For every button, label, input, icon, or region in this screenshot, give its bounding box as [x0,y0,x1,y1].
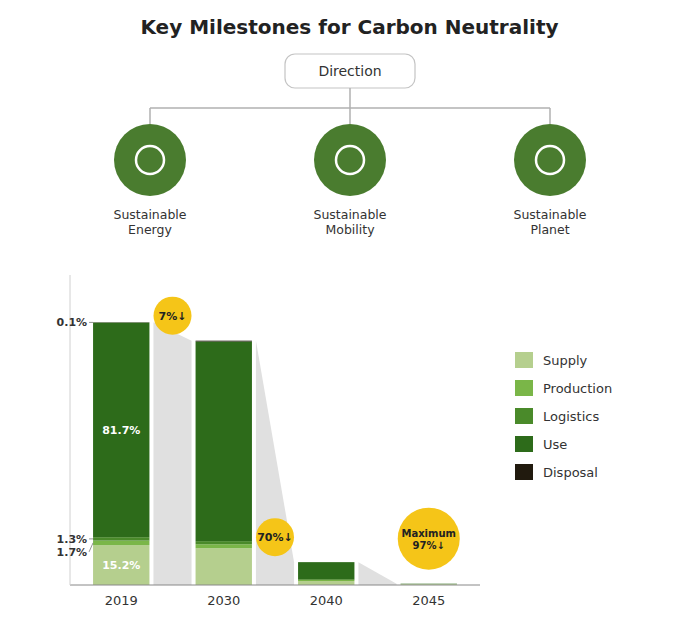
data-label: 0.1% [57,316,88,329]
text-line: Maximum [401,528,456,539]
bar-segment [196,548,252,585]
bar-segment [93,545,149,585]
annotation: SustainableMobility [313,207,386,237]
annotation: SustainableEnergy [113,207,186,237]
annotation: 7%↓ [159,310,187,323]
text-line: Sustainable [313,207,386,222]
x-axis-line [70,585,480,586]
legend-label: Use [543,437,567,452]
node-circle [514,124,586,196]
direction-box [285,54,415,88]
annotation: SustainablePlanet [513,207,586,237]
diagram: DirectionSustainableEnergySustainableMob… [113,54,586,237]
connector-line [149,108,151,124]
legend-swatch [515,408,533,424]
label-leader [89,322,93,323]
node-icon [336,146,364,174]
legend-swatch [515,436,533,452]
data-label: 1.3% [57,533,88,546]
text-line: Sustainable [113,207,186,222]
label-leader [89,538,93,539]
node-icon [536,146,564,174]
annotation: 70%↓ [257,531,293,544]
connector [358,562,396,585]
legend-swatch [515,380,533,396]
connector-line [349,88,351,108]
data-label: 15.2% [102,559,140,572]
x-tick-label: 2040 [310,593,343,608]
bar-segment [196,541,252,544]
x-tick-label: 2019 [105,593,138,608]
data-label: 81.7% [102,424,140,437]
data-label: 1.7% [57,546,88,559]
legend-swatch [515,352,533,368]
bar-segment [196,341,252,541]
text-line: Direction [318,63,381,79]
bar-segment [93,541,149,545]
node-circle [114,124,186,196]
legend-label: Supply [543,353,588,368]
bar-segment [298,562,354,579]
bar-segment [401,583,457,584]
bar-segment [298,580,354,581]
x-tick-label: 2030 [207,593,240,608]
annotation: Direction [318,63,381,79]
connector [256,341,294,585]
legend-swatch [515,464,533,480]
bar-segment [93,323,149,538]
badge [398,508,460,570]
badges: 7%↓ 70%↓ Maximum97%↓ [154,297,460,570]
title: Key Milestones for Carbon Neutrality [140,15,558,39]
bar-segment [196,340,252,342]
connector-line [549,108,551,124]
label-leader [89,543,93,552]
text-line: Energy [128,222,172,237]
text-line: Sustainable [513,207,586,222]
chart: Key Milestones for Carbon Neutrality Dire… [0,0,699,636]
text-line: Mobility [325,222,375,237]
node-icon [136,146,164,174]
legend: Supply Production Logistics Use Disposal [515,352,612,480]
bar-segment [93,322,149,323]
legend-label: Logistics [543,409,599,424]
legend-label: Production [543,381,612,396]
annotation: Maximum97%↓ [401,528,456,551]
bar-segment [401,583,457,584]
bar-segment [401,583,457,584]
text-line: 70%↓ [257,531,293,544]
badge [154,297,192,335]
connector-line [349,108,351,124]
bar-segment [93,537,149,540]
connector [153,322,191,585]
x-tick-label: 2045 [412,593,445,608]
badge [256,518,294,556]
bar-segment [298,562,354,563]
bar-segment [298,581,354,585]
text-line: 97%↓ [413,540,445,551]
bar-segment [196,544,252,548]
legend-label: Disposal [543,465,598,480]
text-line: Planet [530,222,569,237]
node-circle [314,124,386,196]
text-line: 7%↓ [159,310,187,323]
